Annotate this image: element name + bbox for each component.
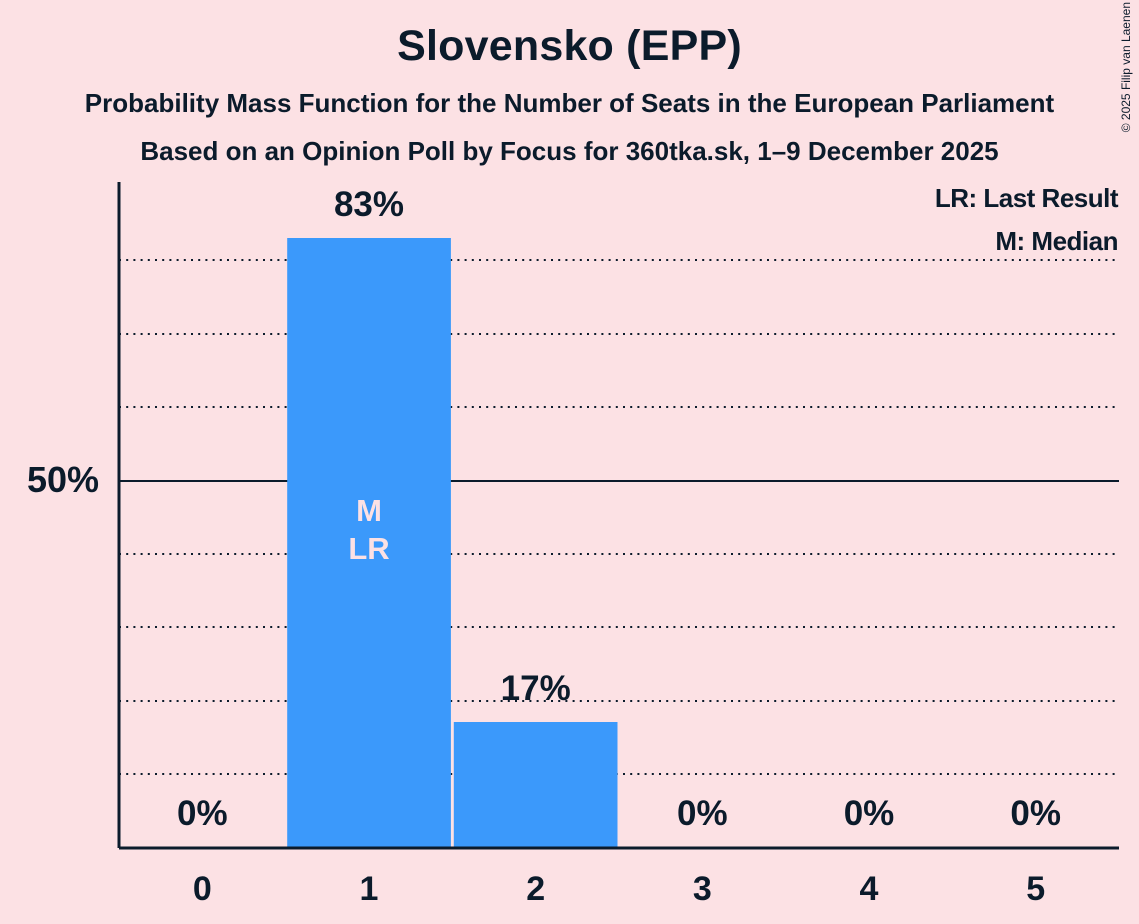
svg-text:LR: LR [348,531,389,566]
svg-text:50%: 50% [27,459,99,500]
svg-text:0%: 0% [677,794,728,833]
svg-text:0%: 0% [177,794,228,833]
svg-text:0: 0 [193,870,212,908]
svg-text:0%: 0% [1010,794,1061,833]
svg-text:83%: 83% [334,185,404,224]
svg-text:2: 2 [526,870,545,908]
svg-text:17%: 17% [501,669,571,708]
svg-text:1: 1 [360,870,379,908]
svg-text:3: 3 [693,870,712,908]
svg-text:0%: 0% [844,794,895,833]
svg-text:M: M [356,493,382,528]
svg-text:4: 4 [860,870,879,908]
svg-text:5: 5 [1026,870,1045,908]
